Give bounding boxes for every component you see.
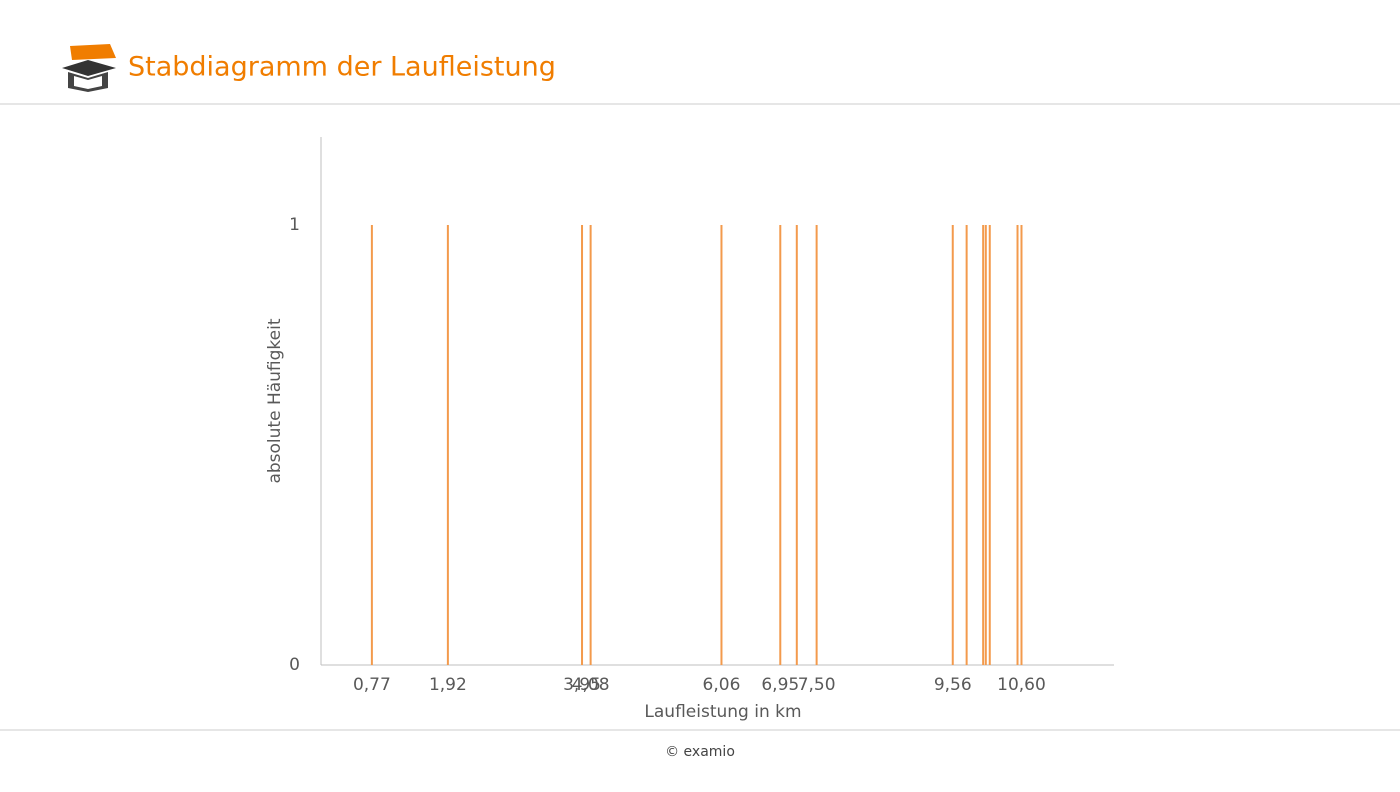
bar [1016, 225, 1019, 665]
bar [1020, 225, 1023, 665]
y-axis-title: absolute Häufigkeit [265, 318, 285, 483]
y-tick-label: 1 [289, 215, 300, 235]
page-title: Stabdiagramm der Laufleistung [128, 52, 556, 83]
bar [370, 225, 373, 665]
y-tick-label: 0 [289, 655, 300, 675]
bar [982, 225, 985, 665]
bar [988, 225, 991, 665]
bar [446, 225, 449, 665]
x-axis-title: Laufleistung in km [644, 702, 801, 722]
bar [984, 225, 987, 665]
logo [62, 44, 116, 92]
x-tick-label: 9,56 [934, 675, 972, 695]
bar [720, 225, 723, 665]
x-tick-label: 7,50 [798, 675, 836, 695]
bar [795, 225, 798, 665]
bar [581, 225, 584, 665]
bar [951, 225, 954, 665]
x-tick-label: 10,60 [997, 675, 1046, 695]
x-tick-label: 6,06 [703, 675, 741, 695]
bar [815, 225, 818, 665]
x-tick-label: 3,95 [563, 675, 601, 695]
bar [965, 225, 968, 665]
bar [779, 225, 782, 665]
bar [589, 225, 592, 665]
footer: © examio [665, 744, 735, 760]
x-tick-label: 0,77 [353, 675, 391, 695]
x-tick-label: 6,95 [761, 675, 799, 695]
x-tick-label: 1,92 [429, 675, 467, 695]
x-tick-label: 4,08 [572, 675, 610, 695]
